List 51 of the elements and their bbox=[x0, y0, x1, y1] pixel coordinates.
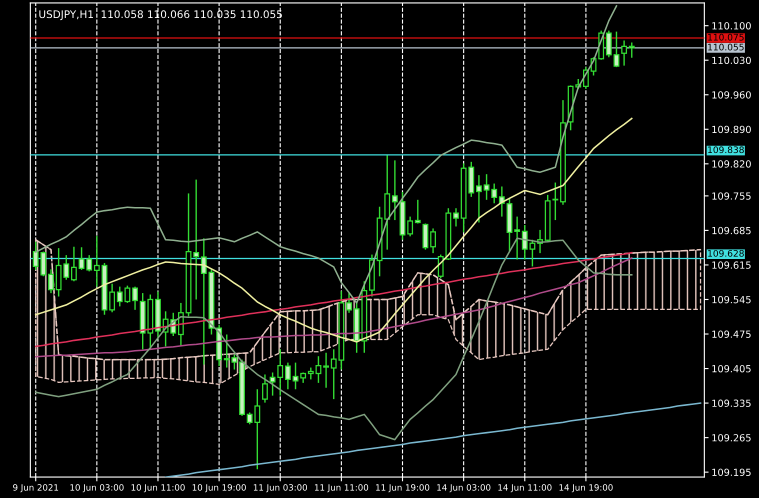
ref-line-label: 110.055 bbox=[708, 44, 744, 50]
candlestick bbox=[628, 42, 635, 58]
y-tick-label: 110.030 bbox=[712, 56, 751, 64]
x-tick-label: 10 Jun 11:00 bbox=[132, 484, 185, 492]
y-tick-label: 109.335 bbox=[712, 400, 751, 407]
x-tick-label: 9 Jun 2021 bbox=[13, 484, 58, 492]
candlestick bbox=[308, 366, 314, 380]
x-tick-label: 11 Jun 11:00 bbox=[314, 484, 368, 492]
candlestick bbox=[621, 40, 628, 66]
y-tick-label: 109.195 bbox=[712, 468, 751, 476]
candlestick bbox=[116, 286, 123, 308]
candlestick bbox=[193, 178, 200, 300]
line-series bbox=[34, 118, 633, 343]
candlestick bbox=[414, 199, 421, 224]
text: USDJPY,H1 110.058 110.066 110.035 110.055 bbox=[39, 10, 282, 20]
line-series bbox=[164, 402, 702, 478]
y-tick-label: 109.475 bbox=[712, 330, 751, 338]
candlestick bbox=[63, 254, 70, 280]
candlestick bbox=[392, 160, 398, 221]
y-tick-label: 109.685 bbox=[712, 226, 751, 234]
candlestick bbox=[491, 182, 498, 204]
x-tick-label: 10 Jun 03:00 bbox=[70, 484, 124, 492]
candlestick bbox=[277, 348, 284, 396]
candlestick bbox=[262, 374, 268, 404]
y-tick-label: 109.545 bbox=[712, 296, 751, 304]
y-tick-label: 110.100 bbox=[712, 22, 751, 30]
candlestick bbox=[32, 241, 39, 271]
candlestick bbox=[224, 334, 230, 368]
candlestick bbox=[270, 372, 276, 396]
x-tick-label: 11 Jun 19:00 bbox=[376, 484, 430, 492]
x-tick-label: 10 Jun 19:00 bbox=[192, 484, 246, 492]
y-tick-label: 109.615 bbox=[712, 261, 751, 269]
ref-line-label: 110.075 bbox=[708, 34, 744, 41]
x-tick-label: 14 Jun 19:00 bbox=[560, 484, 613, 492]
y-tick-label: 109.755 bbox=[712, 192, 751, 200]
y-tick-label: 109.890 bbox=[712, 126, 751, 134]
y-tick-label: 109.405 bbox=[712, 365, 751, 372]
candlestick bbox=[254, 388, 260, 470]
y-tick-label: 109.960 bbox=[712, 91, 751, 99]
ref-line-label: 109.838 bbox=[708, 146, 744, 154]
candlestick bbox=[246, 412, 253, 425]
x-tick-label: 14 Jun 03:00 bbox=[437, 484, 490, 492]
candlestick bbox=[606, 30, 612, 58]
x-tick-label: 14 Jun 11:00 bbox=[498, 484, 552, 492]
y-tick-label: 109.265 bbox=[712, 434, 751, 442]
x-tick-label: 11 Jun 03:00 bbox=[254, 484, 308, 492]
candlestick bbox=[330, 348, 337, 400]
y-tick-label: 109.820 bbox=[712, 160, 751, 168]
candlestick bbox=[614, 30, 620, 68]
candlestick bbox=[86, 254, 92, 272]
ref-line-label: 109.628 bbox=[708, 250, 744, 257]
